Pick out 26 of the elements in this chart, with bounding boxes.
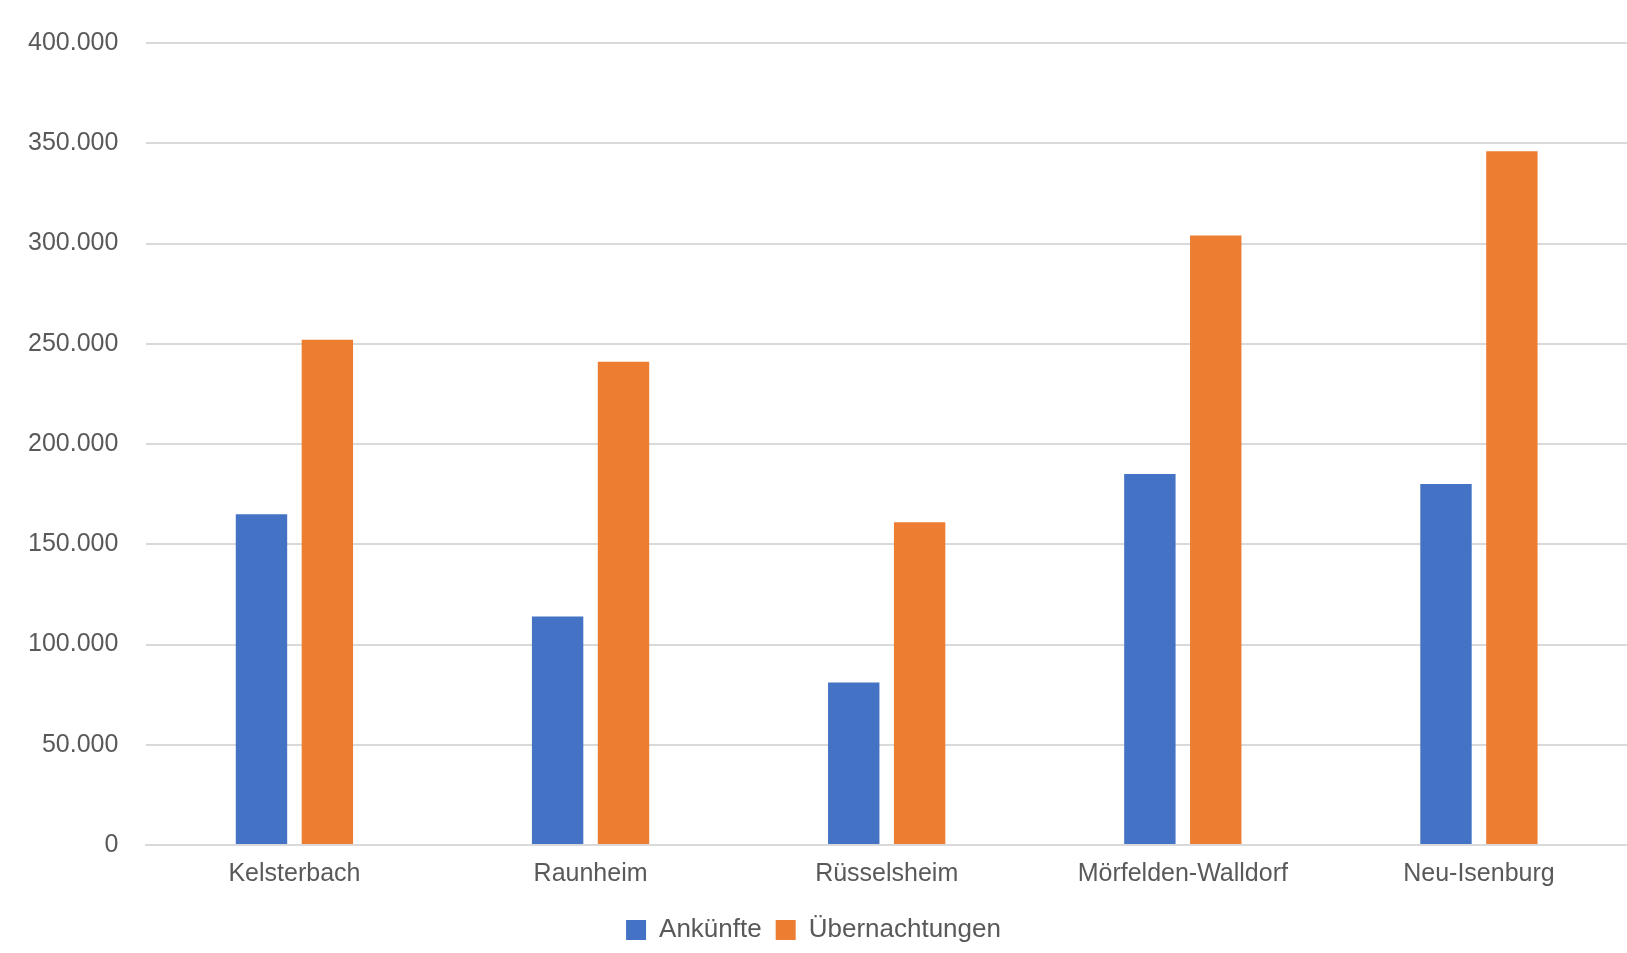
y-tick-label: 250.000	[27, 327, 119, 356]
bar	[1124, 474, 1176, 844]
bar	[531, 616, 584, 844]
x-tick-label: Raunheim	[533, 857, 648, 886]
bar	[301, 339, 354, 844]
y-tick-label: 400.000	[27, 26, 119, 55]
legend-label: Übernachtungen	[808, 913, 1001, 944]
y-tick-label: 50.000	[41, 728, 119, 757]
bar	[1486, 151, 1538, 844]
bar	[235, 514, 288, 844]
bar	[828, 682, 880, 844]
bar	[1190, 235, 1242, 844]
y-tick-label: 350.000	[27, 127, 119, 156]
bar	[1420, 484, 1472, 844]
y-tick-label: 200.000	[27, 427, 119, 456]
bar	[893, 522, 946, 844]
x-tick-label: Mörfelden-Walldorf	[1077, 857, 1288, 886]
x-tick-label: Neu-Isenburg	[1403, 857, 1555, 886]
bar	[597, 361, 650, 844]
legend-label: Ankünfte	[659, 913, 762, 944]
y-tick-label: 300.000	[27, 227, 119, 256]
y-tick-label: 100.000	[27, 628, 119, 657]
y-tick-label: 150.000	[27, 528, 119, 557]
x-tick-label: Rüsselsheim	[815, 857, 959, 886]
y-tick-label: 0	[104, 828, 119, 857]
x-tick-label: Kelsterbach	[228, 857, 361, 886]
